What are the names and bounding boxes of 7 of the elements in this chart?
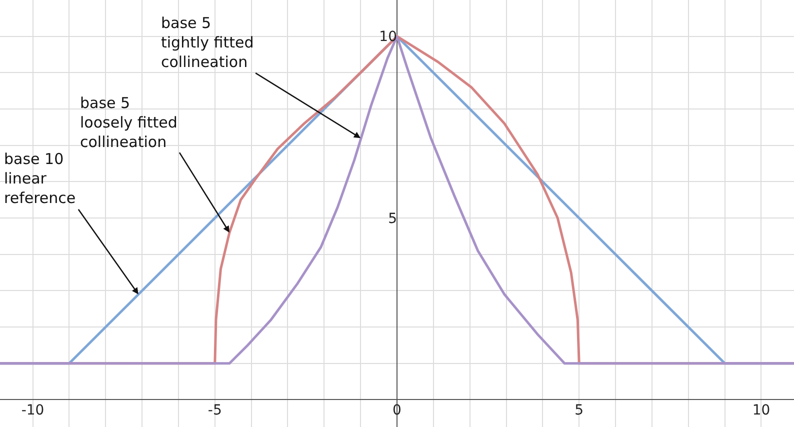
annotation: base 5 loosely fitted collineation — [80, 94, 178, 151]
x-tick-label: 10 — [752, 402, 770, 419]
x-tick-label: 5 — [574, 402, 584, 419]
x-tick-label: -10 — [21, 402, 44, 419]
x-tick-label: -5 — [208, 402, 222, 419]
annotation: base 10 linear reference — [4, 150, 76, 207]
annotation: base 5 tightly fitted collineation — [161, 14, 254, 71]
